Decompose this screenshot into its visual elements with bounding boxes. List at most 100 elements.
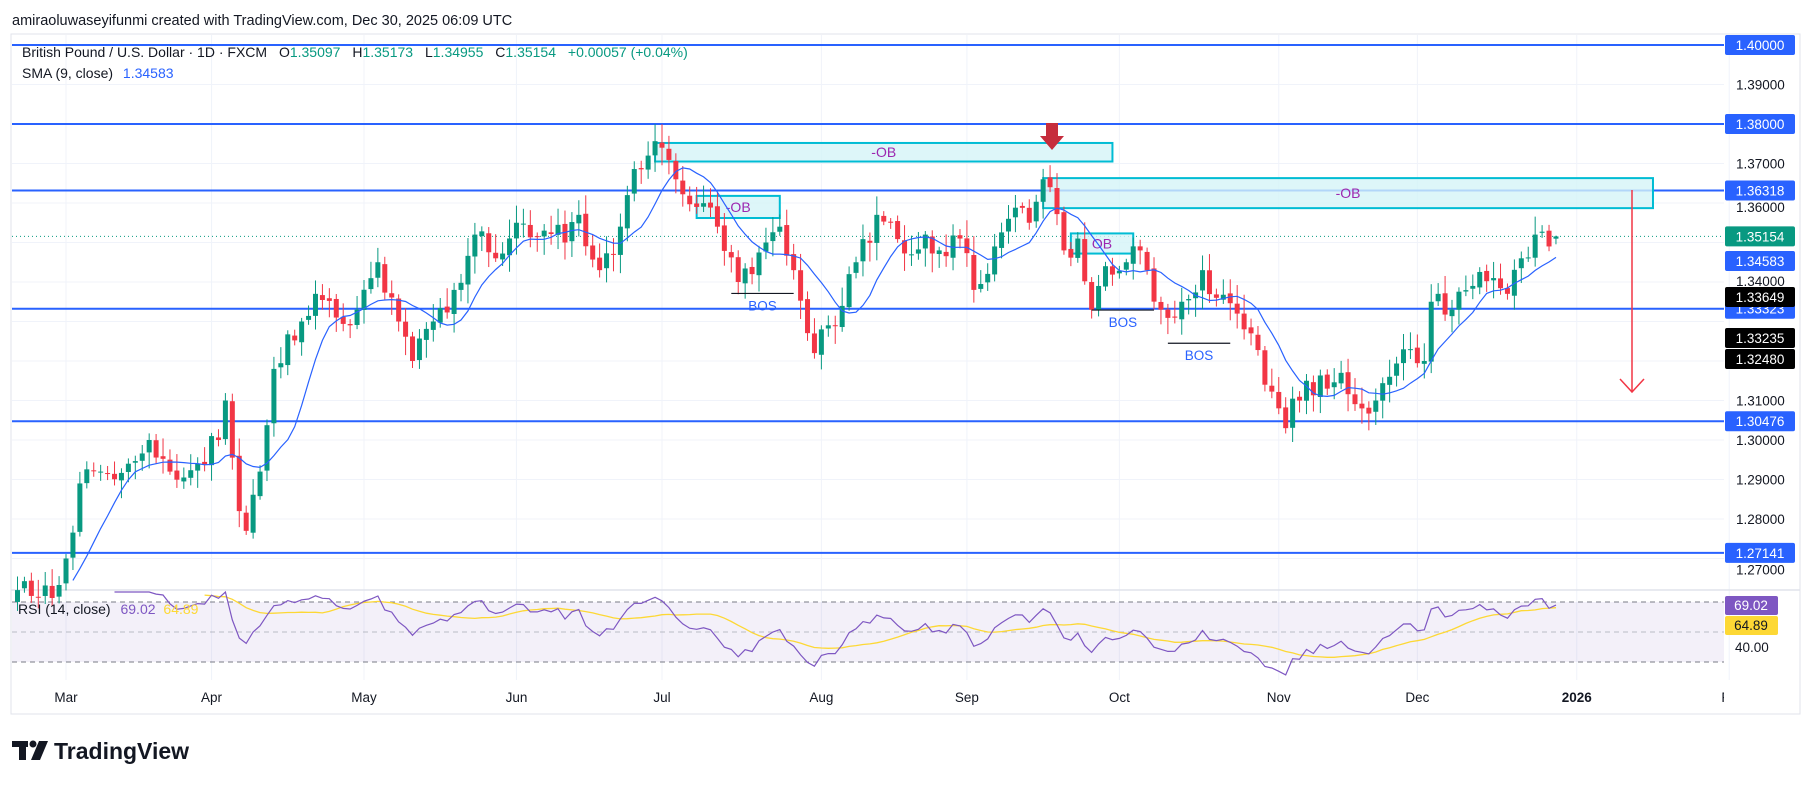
candle-body [1068, 248, 1074, 258]
candle [292, 329, 298, 346]
candle-body [1172, 316, 1178, 318]
candle [181, 467, 187, 489]
order-block-label: -OB [871, 144, 896, 160]
candle [1504, 283, 1510, 300]
candle [1227, 279, 1233, 321]
candle [895, 215, 901, 243]
candle-body [1269, 385, 1275, 392]
order-block-zone[interactable] [1042, 177, 1654, 210]
horizontal-levels[interactable] [12, 44, 1724, 554]
symbol-name[interactable]: British Pound / U.S. Dollar · 1D · FXCM [22, 44, 267, 60]
candle [1255, 326, 1261, 356]
time-axis[interactable]: Mar Apr May Jun Jul Aug Sep Oct Nov Dec 2026 Fe [54, 690, 1737, 705]
candle-body [576, 214, 582, 224]
candle-body [1380, 383, 1386, 401]
order-block[interactable]: -OB [1042, 177, 1654, 210]
candle [202, 447, 208, 472]
candle [132, 455, 138, 480]
projection-arrow[interactable] [1619, 190, 1645, 394]
candle-body [423, 328, 429, 340]
candle-body [105, 473, 111, 475]
candle-body [250, 494, 256, 533]
candle-body [1290, 398, 1296, 428]
tradingview-logo[interactable]: TradingView [12, 738, 189, 764]
candle [631, 161, 637, 202]
candle-body [1213, 294, 1219, 298]
drawing-price-tag-bg [1725, 349, 1795, 369]
candle-body [992, 246, 998, 275]
candle [1206, 254, 1212, 303]
sma-legend[interactable]: SMA (9, close) 1.34583 [22, 65, 174, 81]
candle [1220, 279, 1226, 304]
candle [666, 135, 672, 175]
candle-body [458, 282, 464, 290]
candle-body [340, 316, 346, 324]
candle-body [403, 321, 409, 337]
candle-body [895, 221, 901, 240]
candle [527, 210, 533, 248]
order-block[interactable]: -OB [654, 141, 1114, 163]
candle [1345, 358, 1351, 412]
candle-body [1345, 372, 1351, 395]
candle-body [1026, 207, 1032, 223]
candle [15, 576, 20, 611]
candle-body [534, 236, 540, 238]
candle-body [839, 305, 845, 328]
time-axis-label: 2026 [1562, 690, 1593, 705]
bos-label: BOS [1109, 315, 1138, 330]
candle [1283, 397, 1289, 434]
rsi-ma-axis-tag: 64.89 [1734, 618, 1768, 633]
candle [1213, 288, 1219, 307]
candle [811, 318, 817, 359]
candle-body [181, 477, 187, 482]
candle [534, 232, 540, 252]
bos-markers[interactable]: BOS BOS BOS [731, 292, 1231, 363]
candle [576, 200, 582, 237]
time-axis-label: Mar [54, 690, 78, 705]
candle [1103, 261, 1109, 291]
candle-body [590, 245, 596, 260]
candle [423, 322, 429, 358]
candle-body [396, 298, 402, 322]
candle [1331, 368, 1337, 400]
time-axis-label: Oct [1109, 690, 1130, 705]
candle [1352, 378, 1358, 411]
candle-body [139, 453, 145, 461]
candle-body [465, 255, 471, 285]
candle [1532, 216, 1538, 267]
candle [1158, 296, 1164, 325]
candle [604, 236, 610, 283]
candle [1075, 232, 1081, 263]
candle-body [936, 250, 942, 255]
bos-marker[interactable]: BOS [1167, 342, 1231, 363]
rsi-legend[interactable]: RSI (14, close) 69.02 64.89 [18, 601, 199, 617]
candle-body [188, 470, 194, 478]
candle [271, 356, 277, 437]
candle-body [479, 231, 485, 237]
candle-body [520, 223, 526, 225]
candle [35, 579, 41, 609]
down-arrow-marker-icon[interactable] [1040, 123, 1064, 150]
level-price-tag: 1.38000 [1736, 117, 1785, 132]
candle [1248, 318, 1254, 346]
candle [853, 256, 859, 279]
candle-body [1359, 403, 1365, 409]
candle [1477, 267, 1483, 295]
price-axis[interactable]: 1.400001.380001.363181.333231.304761.271… [1725, 35, 1795, 578]
candle-body [368, 278, 374, 290]
candle [486, 227, 492, 268]
high-label: H [352, 44, 362, 60]
sell-marker[interactable] [1040, 123, 1064, 150]
candle [91, 462, 97, 477]
bos-marker[interactable]: BOS [1091, 309, 1155, 330]
candle-body [28, 580, 34, 596]
bos-marker[interactable]: BOS [731, 292, 794, 313]
candle-body [604, 253, 610, 269]
candle-body [361, 289, 367, 310]
low-label: L [425, 44, 433, 60]
candle [174, 454, 180, 488]
candle [1442, 275, 1448, 321]
rsi-axis[interactable]: 69.02 64.89 40.00 [1725, 596, 1778, 655]
time-axis-label: Fe [1721, 690, 1737, 705]
candle-body [1283, 407, 1289, 429]
